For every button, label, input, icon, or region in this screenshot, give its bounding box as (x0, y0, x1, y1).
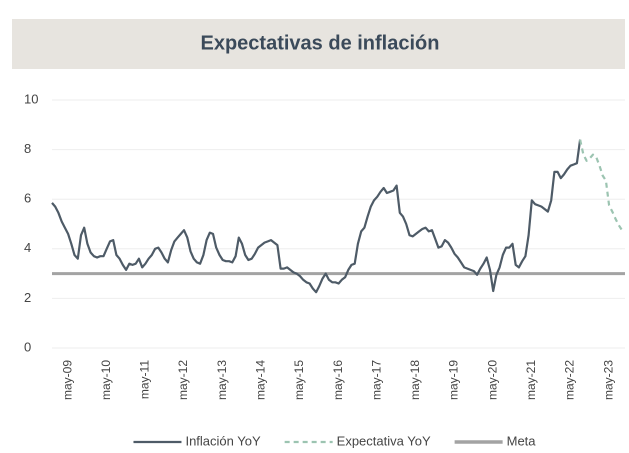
y-tick-label: 2 (24, 290, 31, 305)
x-tick-label: may-21 (524, 360, 538, 400)
legend-label: Meta (507, 433, 537, 448)
x-tick-label: may-10 (99, 360, 113, 400)
x-tick-label: may-17 (369, 360, 383, 400)
x-tick-label: may-18 (408, 360, 422, 400)
legend-label: Expectativa YoY (337, 433, 431, 448)
x-tick-label: may-09 (60, 360, 74, 400)
plot: 0 2 4 6 8 10 may-09 may-10 may-11 may-12 may-13 may… (24, 91, 625, 400)
y-tick-label: 0 (24, 339, 31, 354)
y-tick-label: 6 (24, 191, 31, 206)
series-line (51, 139, 582, 294)
legend-label: Inflación YoY (185, 433, 261, 448)
x-tick-label: may-20 (485, 360, 499, 400)
x-tick-label: may-14 (253, 360, 267, 400)
x-tick-label: may-15 (292, 360, 306, 400)
x-tick-label: may-13 (215, 360, 229, 400)
chart-title: Expectativas de inflación (201, 32, 440, 54)
x-tick-label: may-22 (563, 360, 577, 400)
series-line (579, 139, 623, 231)
x-tick-label: may-11 (138, 360, 152, 399)
x-tick-label: may-19 (447, 360, 461, 400)
title-band (12, 19, 625, 69)
x-tick-label: may-16 (331, 360, 345, 400)
x-tick-label: may-23 (601, 360, 615, 400)
legend: Inflación YoY Expectativa YoY Meta (133, 433, 536, 448)
y-tick-label: 8 (24, 141, 31, 156)
x-tick-label: may-12 (176, 360, 190, 400)
y-tick-label: 4 (24, 240, 31, 255)
y-tick-label: 10 (24, 91, 38, 106)
